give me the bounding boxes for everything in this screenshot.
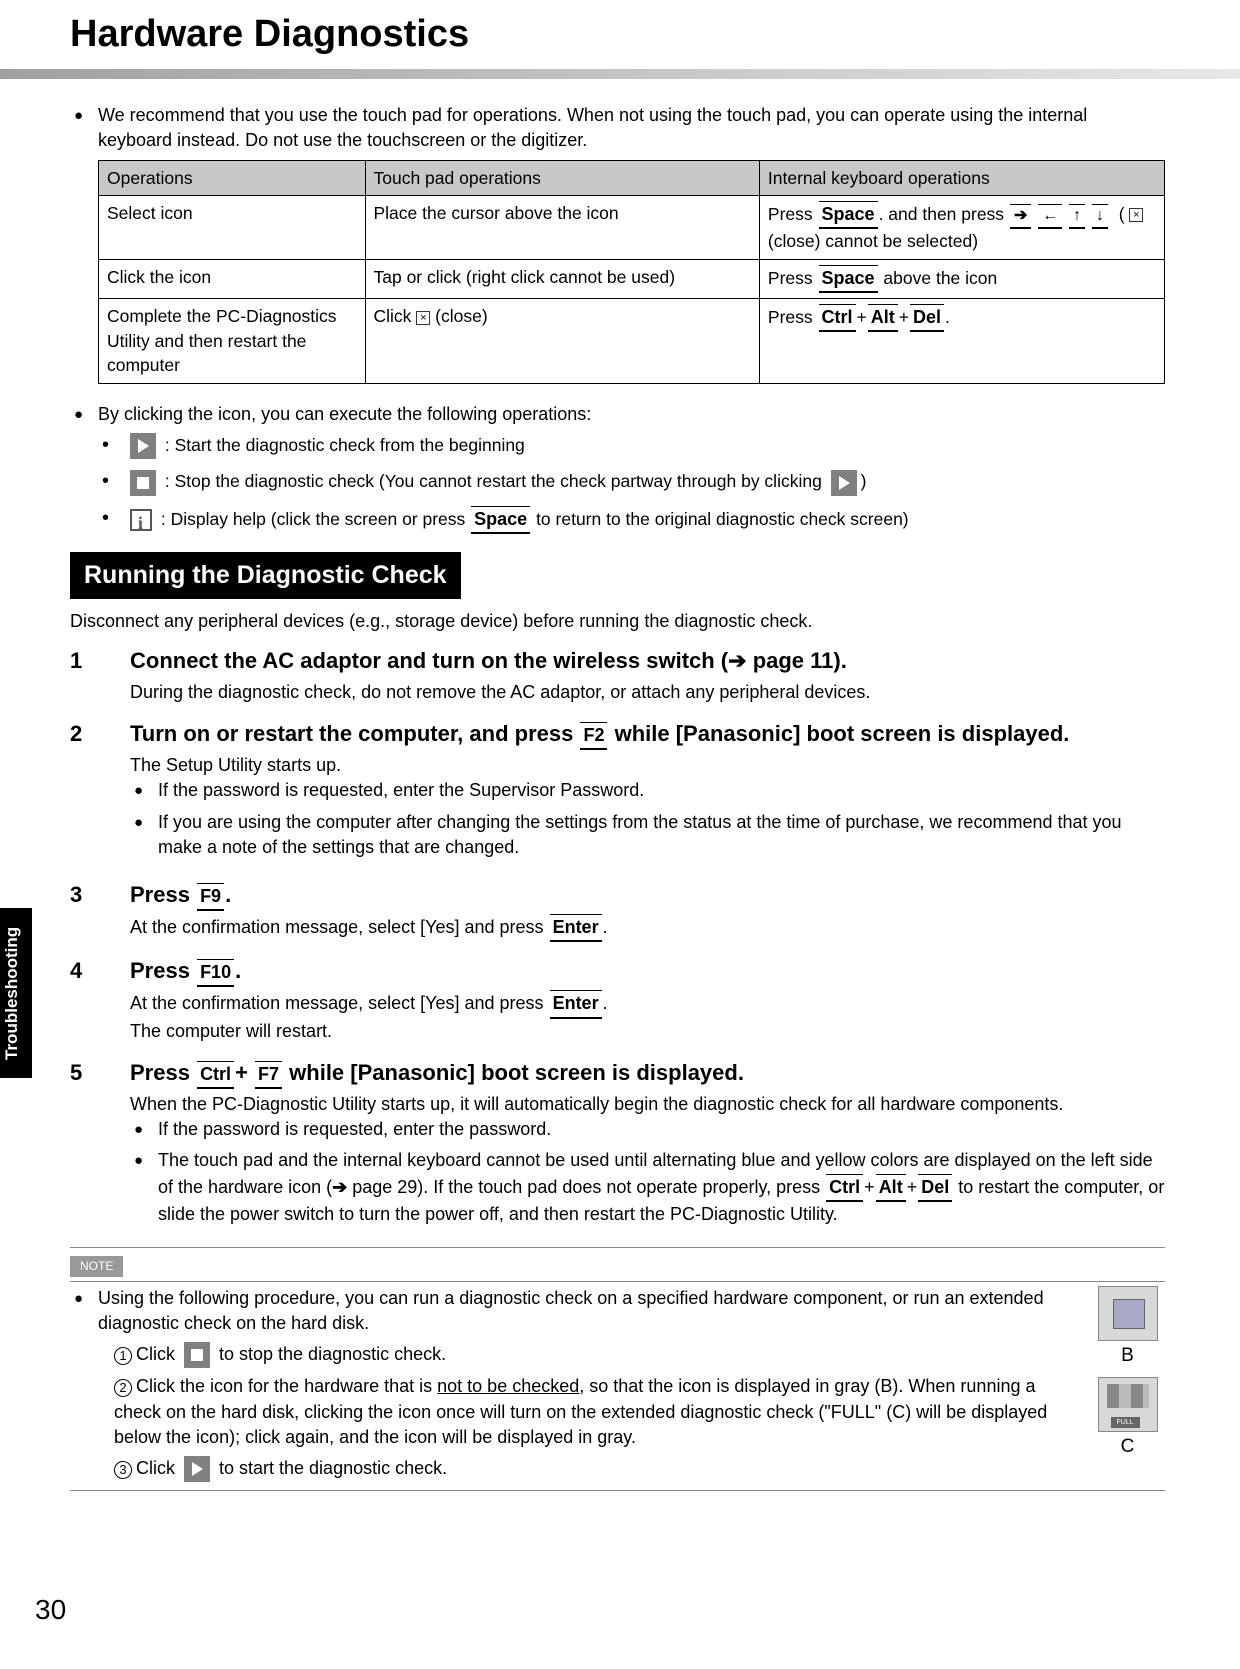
info-icon	[130, 509, 152, 531]
step3-title: Press F9.	[130, 880, 1165, 911]
close-icon: ×	[416, 311, 430, 325]
page-number: 30	[35, 1590, 66, 1629]
table-row: Click the icon Tap or click (right click…	[99, 259, 1165, 298]
note-item-3: 3Click to start the diagnostic check.	[114, 1456, 1165, 1482]
content: We recommend that you use the touch pad …	[0, 79, 1240, 1511]
th-keyboard: Internal keyboard operations	[759, 160, 1164, 196]
gradient-divider	[0, 69, 1240, 79]
note-item-1: 1Click to stop the diagnostic check.	[114, 1342, 1165, 1368]
f10-key: F10	[197, 959, 234, 987]
step-3: 3 Press F9. At the confirmation message,…	[70, 880, 1165, 942]
divider	[70, 1247, 1165, 1248]
space-key: Space	[819, 201, 878, 229]
table-row: Complete the PC-Diagnostics Utility and …	[99, 299, 1165, 384]
note-tag: NOTE	[70, 1256, 123, 1277]
ctrl-key: Ctrl	[826, 1174, 863, 1202]
table-row: Select icon Place the cursor above the i…	[99, 196, 1165, 260]
step-2: 2 Turn on or restart the computer, and p…	[70, 719, 1165, 866]
step1-title: Connect the AC adaptor and turn on the w…	[130, 646, 1165, 677]
enter-key: Enter	[550, 914, 602, 942]
intro-bullet: We recommend that you use the touch pad …	[70, 103, 1165, 153]
th-touchpad: Touch pad operations	[365, 160, 759, 196]
right-arrow-key: ➔	[1010, 204, 1031, 229]
running-header: Running the Diagnostic Check	[70, 552, 461, 599]
running-intro: Disconnect any peripheral devices (e.g.,…	[70, 609, 1165, 634]
f2-key: F2	[580, 722, 607, 750]
down-arrow-key: ↓	[1092, 204, 1108, 229]
stop-icon	[184, 1342, 210, 1368]
space-key: Space	[819, 265, 878, 293]
side-tab: Troubleshooting	[0, 908, 32, 1078]
stop-icon	[130, 470, 156, 496]
step-5: 5 Press Ctrl+ F7 while [Panasonic] boot …	[70, 1058, 1165, 1233]
divider	[70, 1490, 1165, 1491]
icon-ops-lead: By clicking the icon, you can execute th…	[70, 402, 1165, 427]
step4-title: Press F10.	[130, 956, 1165, 987]
step-1: 1 Connect the AC adaptor and turn on the…	[70, 646, 1165, 705]
up-arrow-key: ↑	[1069, 204, 1085, 229]
play-op: : Start the diagnostic check from the be…	[98, 433, 1165, 459]
ctrl-key: Ctrl	[819, 304, 856, 332]
alt-key: Alt	[868, 304, 898, 332]
info-op: : Display help (click the screen or pres…	[98, 506, 1165, 534]
stop-op: : Stop the diagnostic check (You cannot …	[98, 469, 1165, 495]
alt-key: Alt	[876, 1174, 906, 1202]
space-key: Space	[471, 506, 530, 534]
step-4: 4 Press F10. At the confirmation message…	[70, 956, 1165, 1044]
ctrl-key: Ctrl	[197, 1061, 234, 1089]
note-item-2: 2Click the icon for the hardware that is…	[114, 1374, 1165, 1450]
f7-key: F7	[255, 1061, 282, 1089]
play-icon	[831, 470, 857, 496]
enter-key: Enter	[550, 990, 602, 1018]
th-ops: Operations	[99, 160, 366, 196]
del-key: Del	[918, 1174, 952, 1202]
play-icon	[184, 1456, 210, 1482]
left-arrow-key: ←	[1038, 204, 1062, 229]
page-title: Hardware Diagnostics	[0, 8, 1240, 69]
close-icon: ×	[1129, 208, 1143, 222]
operations-table: Operations Touch pad operations Internal…	[98, 160, 1165, 384]
play-icon	[130, 433, 156, 459]
step5-title: Press Ctrl+ F7 while [Panasonic] boot sc…	[130, 1058, 1165, 1089]
note-lead: Using the following procedure, you can r…	[70, 1286, 1165, 1336]
step2-title: Turn on or restart the computer, and pre…	[130, 719, 1165, 750]
hdd-full-icon	[1098, 1377, 1158, 1432]
del-key: Del	[910, 304, 944, 332]
f9-key: F9	[197, 883, 224, 911]
